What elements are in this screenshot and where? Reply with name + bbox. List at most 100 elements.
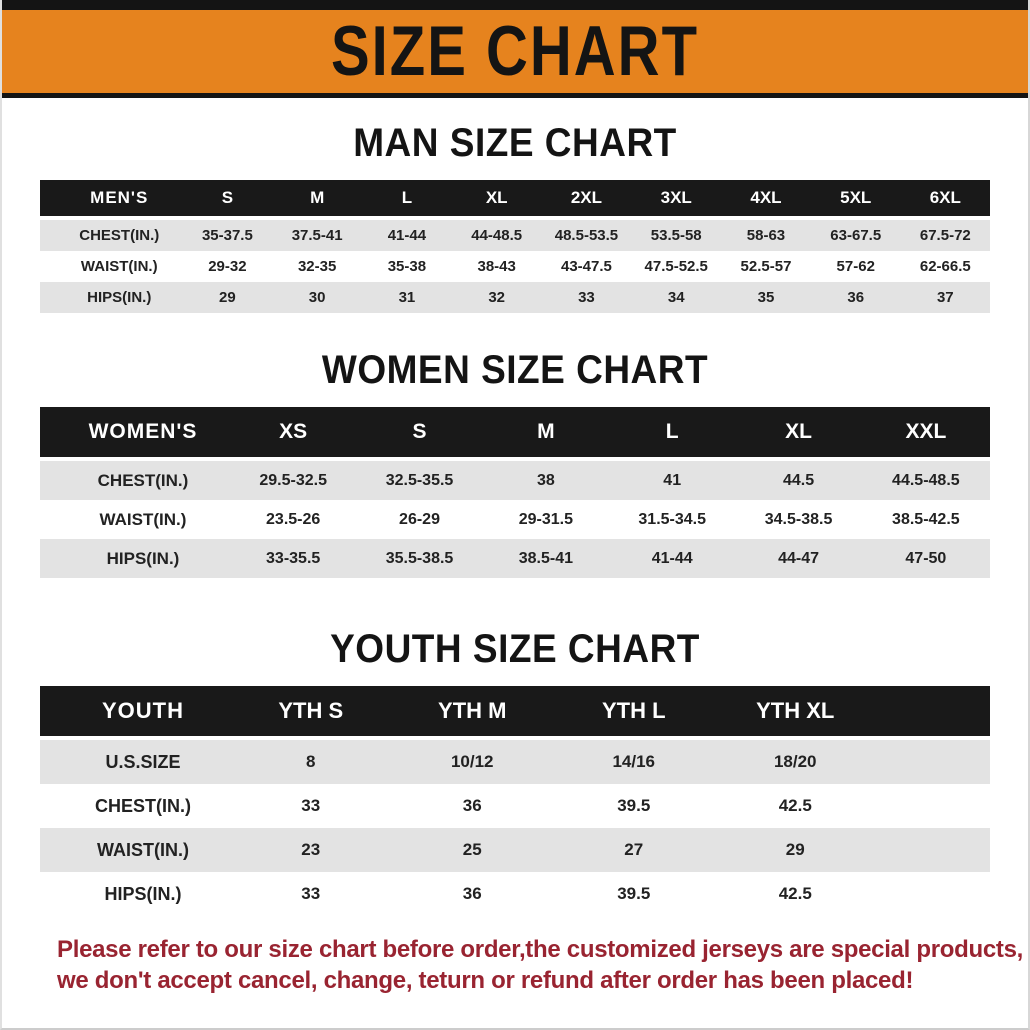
men-header-row: MEN'S S M L XL 2XL 3XL 4XL 5XL 6XL bbox=[40, 180, 990, 220]
women-hips-row: HIPS(IN.) 33-35.5 35.5-38.5 38.5-41 41-4… bbox=[40, 539, 990, 578]
women-column-header: XL bbox=[735, 407, 862, 461]
size-cell: 26-29 bbox=[399, 510, 440, 528]
youth-column-header: YTH M bbox=[391, 686, 553, 740]
size-cell: 29.5-32.5 bbox=[230, 461, 357, 500]
row-label: CHEST(IN.) bbox=[95, 795, 191, 816]
spacer-cell bbox=[876, 872, 990, 916]
youth-size-table: YOUTH YTH S YTH M YTH L YTH XL U.S.SIZE … bbox=[40, 686, 990, 916]
women-column-header: L bbox=[609, 407, 736, 461]
women-header-row: WOMEN'S XS S M L XL XXL bbox=[40, 407, 990, 461]
youth-column-header: YTH S bbox=[230, 686, 392, 740]
size-cell: 32 bbox=[451, 282, 542, 313]
size-cell: 27 bbox=[553, 828, 715, 872]
row-label: WAIST(IN.) bbox=[99, 509, 187, 529]
size-cell: 32-35 bbox=[297, 258, 337, 275]
women-table-label: WOMEN'S bbox=[40, 407, 230, 461]
men-column-header: 5XL bbox=[810, 180, 901, 220]
women-chest-row: CHEST(IN.) 29.5-32.5 32.5-35.5 38 41 44.… bbox=[40, 461, 990, 500]
women-column-header: M bbox=[482, 407, 610, 461]
women-column-header: XS bbox=[230, 407, 357, 461]
size-cell: 67.5-72 bbox=[900, 220, 990, 251]
size-cell: 36 bbox=[462, 884, 482, 903]
title-banner: SIZE CHART bbox=[2, 10, 1028, 98]
order-note-line1: Please refer to our size chart before or… bbox=[57, 936, 1023, 963]
size-cell: 29-31.5 bbox=[518, 510, 573, 528]
size-cell: 29 bbox=[714, 828, 876, 872]
men-column-header: 4XL bbox=[721, 180, 811, 220]
size-cell: 52.5-57 bbox=[740, 258, 792, 275]
size-cell: 39.5 bbox=[617, 884, 651, 903]
size-cell: 43-47.5 bbox=[561, 258, 612, 275]
row-label: U.S.SIZE bbox=[40, 740, 230, 784]
size-cell: 32.5-35.5 bbox=[356, 461, 483, 500]
size-cell: 34.5-38.5 bbox=[764, 510, 833, 528]
size-cell: 34 bbox=[631, 282, 722, 313]
size-cell: 38.5-42.5 bbox=[892, 510, 960, 528]
size-cell: 62-66.5 bbox=[919, 258, 971, 275]
youth-waist-row: WAIST(IN.) 23 25 27 29 bbox=[40, 828, 990, 872]
size-cell: 47-50 bbox=[861, 539, 990, 578]
men-section-heading: MAN SIZE CHART bbox=[353, 120, 677, 165]
size-cell: 29 bbox=[182, 282, 273, 313]
size-cell: 41-44 bbox=[362, 220, 452, 251]
row-label: WAIST(IN.) bbox=[40, 828, 230, 872]
page-title: SIZE CHART bbox=[331, 11, 699, 91]
youth-chest-row: CHEST(IN.) 33 36 39.5 42.5 bbox=[40, 784, 990, 828]
size-cell: 44-48.5 bbox=[451, 220, 542, 251]
spacer-cell bbox=[876, 828, 990, 872]
size-cell: 48.5-53.5 bbox=[541, 220, 632, 251]
men-hips-row: HIPS(IN.) 29 30 31 32 33 34 35 36 37 bbox=[40, 282, 990, 313]
youth-ussize-row: U.S.SIZE 8 10/12 14/16 18/20 bbox=[40, 740, 990, 784]
size-cell: 36 bbox=[462, 796, 482, 815]
men-column-header: S bbox=[182, 180, 273, 220]
size-cell: 42.5 bbox=[778, 796, 812, 815]
spacer-cell bbox=[876, 784, 990, 828]
size-cell: 37.5-41 bbox=[272, 220, 363, 251]
order-note-line2: we don't accept cancel, change, teturn o… bbox=[57, 967, 914, 994]
women-column-header: S bbox=[356, 407, 483, 461]
men-column-header: 3XL bbox=[631, 180, 722, 220]
size-cell: 63-67.5 bbox=[810, 220, 901, 251]
size-cell: 25 bbox=[391, 828, 553, 872]
size-cell: 44-47 bbox=[735, 539, 862, 578]
row-label: HIPS(IN.) bbox=[104, 883, 182, 904]
size-cell: 35-37.5 bbox=[182, 220, 273, 251]
size-cell: 35 bbox=[721, 282, 811, 313]
size-cell: 57-62 bbox=[836, 258, 875, 275]
row-label: WAIST(IN.) bbox=[80, 258, 158, 275]
size-cell: 35-38 bbox=[387, 258, 427, 275]
size-cell: 53.5-58 bbox=[631, 220, 722, 251]
youth-column-header: YTH L bbox=[553, 686, 715, 740]
size-cell: 58-63 bbox=[721, 220, 811, 251]
size-cell: 41 bbox=[609, 461, 736, 500]
top-black-strip bbox=[2, 0, 1028, 10]
size-cell: 44.5-48.5 bbox=[861, 461, 990, 500]
women-column-header: XXL bbox=[861, 407, 990, 461]
men-column-header: L bbox=[362, 180, 452, 220]
size-cell: 38.5-41 bbox=[482, 539, 610, 578]
row-label: HIPS(IN.) bbox=[40, 282, 183, 313]
size-cell: 35.5-38.5 bbox=[356, 539, 483, 578]
spacer-cell bbox=[876, 686, 990, 740]
size-cell: 18/20 bbox=[714, 740, 876, 784]
women-section-heading: WOMEN SIZE CHART bbox=[321, 347, 709, 392]
size-cell: 37 bbox=[900, 282, 990, 313]
men-column-header: XL bbox=[451, 180, 542, 220]
women-size-table: WOMEN'S XS S M L XL XXL CHEST(IN.) 29.5-… bbox=[40, 407, 990, 578]
size-cell: 38-43 bbox=[477, 258, 516, 275]
size-cell: 44.5 bbox=[735, 461, 862, 500]
size-cell: 30 bbox=[272, 282, 363, 313]
spacer-cell bbox=[876, 740, 990, 784]
row-label: HIPS(IN.) bbox=[40, 539, 230, 578]
size-cell: 38 bbox=[482, 461, 610, 500]
size-cell: 33-35.5 bbox=[230, 539, 357, 578]
size-cell: 31.5-34.5 bbox=[638, 510, 706, 528]
youth-section-heading: YOUTH SIZE CHART bbox=[330, 626, 700, 671]
men-waist-row: WAIST(IN.) 29-32 32-35 35-38 38-43 43-47… bbox=[40, 251, 990, 282]
size-cell: 10/12 bbox=[391, 740, 553, 784]
size-cell: 42.5 bbox=[778, 884, 812, 903]
size-cell: 33 bbox=[541, 282, 632, 313]
men-chest-row: CHEST(IN.) 35-37.5 37.5-41 41-44 44-48.5… bbox=[40, 220, 990, 251]
row-label: CHEST(IN.) bbox=[40, 461, 230, 500]
